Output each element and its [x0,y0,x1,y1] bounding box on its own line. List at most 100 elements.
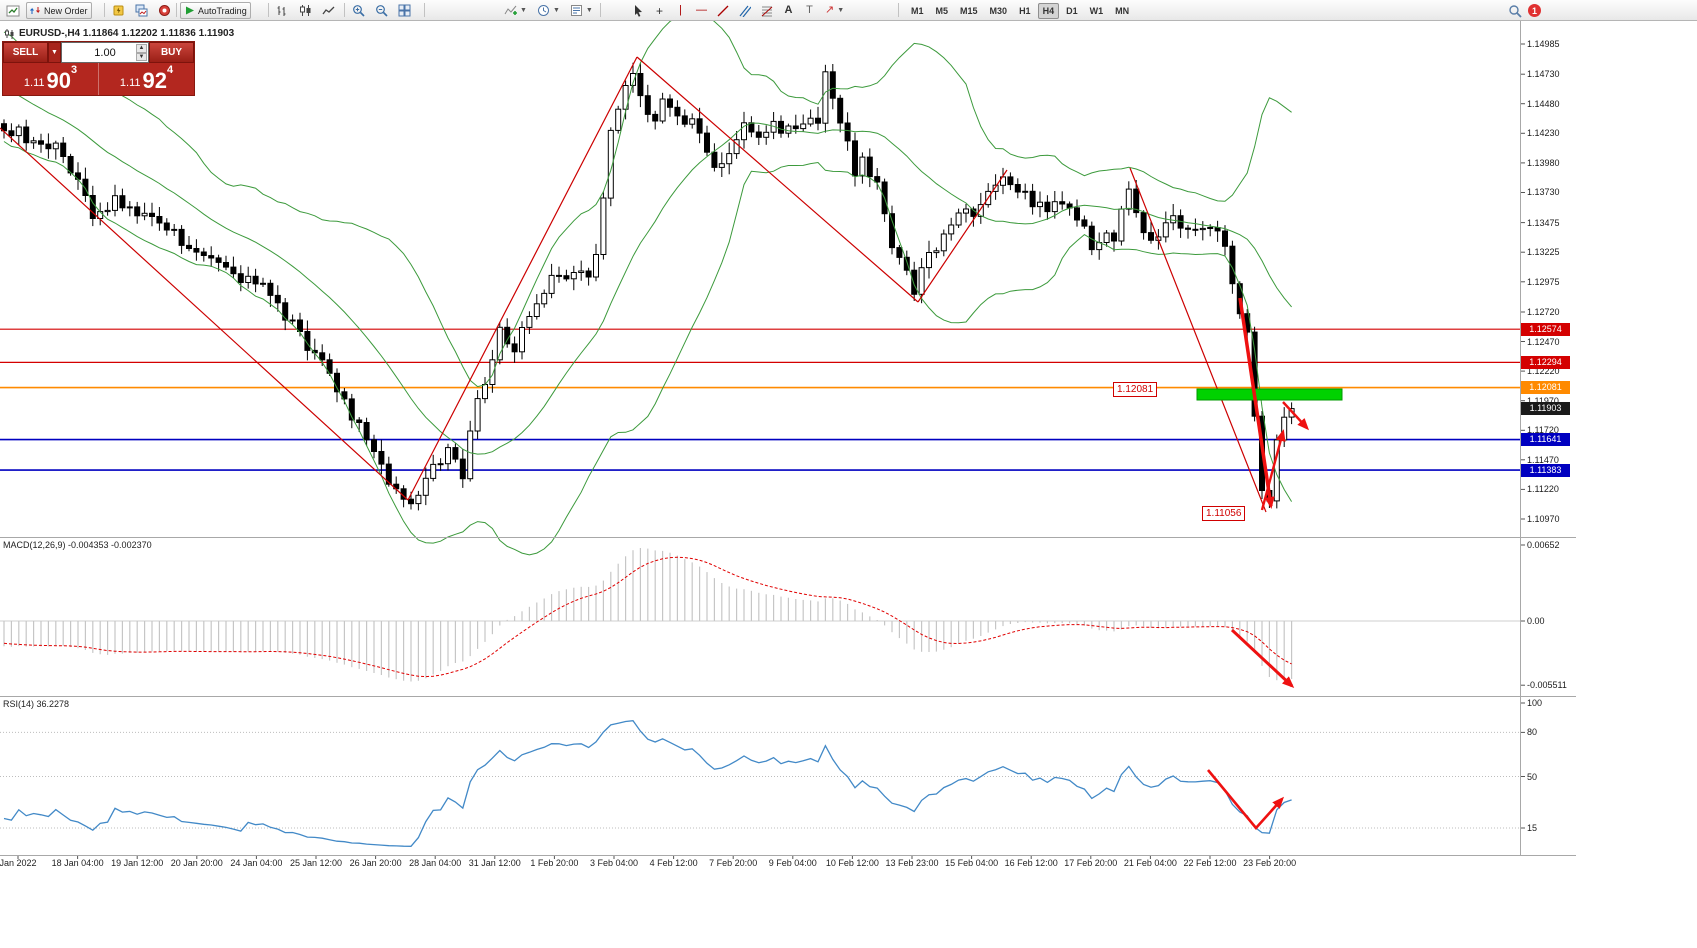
price-axis-label: 1.14480 [1527,98,1560,109]
price-axis-label: 1.14730 [1527,69,1560,80]
buy-button[interactable]: BUY [149,42,194,63]
timeframe-button-h4[interactable]: H4 [1037,2,1060,19]
expert-advisors-icon[interactable] [108,2,129,19]
bar-chart-type-icon[interactable] [272,2,293,19]
vertical-line-tool-icon[interactable]: | [671,2,690,19]
new-chart-icon[interactable] [2,2,24,19]
price-axis-separator[interactable] [1520,21,1521,855]
sell-price-pip: 3 [70,64,78,76]
charts-cascade-icon[interactable] [131,2,152,19]
community-icon[interactable] [154,2,175,19]
price-axis-label: 1.12720 [1527,306,1560,317]
tile-windows-icon[interactable] [394,2,415,19]
timeframe-toolbar: M1 M5 M15 M30 H1 H4 D1 W1 MN [906,1,1134,20]
one-click-trading-panel: SELL ▼ 1.00 ▲ ▼ BUY 1.11 90 3 1.11 92 4 [2,41,195,96]
time-axis-label: 15 Feb 04:00 [945,858,999,868]
text-tool-icon[interactable]: A [779,2,798,19]
time-axis-label: 24 Jan 04:00 [230,858,283,868]
lot-decrease-button[interactable]: ▼ [136,52,147,61]
order-type-caret[interactable]: ▼ [48,42,61,63]
time-axis-label: 3 Feb 04:00 [589,858,639,868]
time-axis-label: 16 Feb 12:00 [1004,858,1058,868]
cursor-tool-icon[interactable] [628,2,648,19]
lot-increase-button[interactable]: ▲ [136,44,147,53]
templates-button[interactable]: ▼ [566,2,597,19]
price-axis-label: 1.12975 [1527,276,1560,287]
horizontal-line-tool-icon[interactable]: — [692,2,711,19]
price-axis-label: 1.11220 [1527,484,1559,495]
sell-price-big: 90 [46,68,71,94]
time-axis-label: 31 Jan 12:00 [468,858,521,868]
time-axis[interactable] [0,855,1697,948]
label-tool-icon[interactable]: T [800,2,819,19]
price-axis-label: 1.11470 [1527,454,1559,465]
candlestick-chart-type-icon[interactable] [295,2,316,19]
channel-tool-icon[interactable] [735,2,755,19]
price-axis-label: 1.11720 [1527,425,1559,436]
new-order-button[interactable]: New Order [26,2,92,19]
lot-size-value: 1.00 [94,46,116,59]
level-price-box: 1.12574 [1521,322,1570,336]
timeframe-button-mn[interactable]: MN [1110,3,1134,19]
time-axis-label: 7 Feb 20:00 [709,858,758,868]
autotrading-label: AutoTrading [198,5,247,16]
macd-header: MACD(12,26,9) -0.004353 -0.002370 [3,540,152,550]
indicators-button[interactable]: ▼ [500,2,531,19]
line-chart-type-icon[interactable] [318,2,339,19]
time-axis-label: 13 Feb 23:00 [885,858,939,868]
timeframe-button-m5[interactable]: M5 [931,3,954,19]
notification-badge[interactable]: 1 [1528,4,1541,17]
symbol-icon [5,29,14,39]
rsi-header: RSI(14) 36.2278 [3,699,70,709]
crosshair-tool-icon[interactable]: + [650,2,669,19]
time-axis-separator[interactable] [0,855,1576,856]
time-axis-label: 17 Feb 20:00 [1064,858,1118,868]
macd-panel-separator[interactable] [0,537,1576,538]
timeframe-button-m30[interactable]: M30 [985,3,1013,19]
price-axis-label: 1.13475 [1527,217,1560,228]
buy-price-big: 92 [142,68,167,94]
new-order-icon [30,7,40,14]
sell-button[interactable]: SELL [3,42,48,63]
timeframe-button-h1[interactable]: H1 [1014,3,1036,19]
time-axis-label: 25 Jan 12:00 [289,858,343,868]
timeframe-button-w1[interactable]: W1 [1085,3,1109,19]
search-icon[interactable] [1504,2,1526,19]
timeframe-button-m1[interactable]: M1 [906,3,929,19]
time-axis-label: 19 Jan 12:00 [111,858,164,868]
price-annotation-box[interactable]: 1.12081 [1113,382,1158,397]
price-axis-label: 1.13225 [1527,247,1560,258]
zoom-out-icon[interactable] [371,2,392,19]
time-axis-label: 28 Jan 04:00 [409,858,462,868]
time-axis-label: Jan 2022 [0,858,37,868]
chart-plot-area[interactable] [0,21,1520,855]
sell-price-display[interactable]: 1.11 90 3 [3,63,98,95]
timeframe-button-m15[interactable]: M15 [955,3,983,19]
lot-size-input[interactable]: 1.00 ▲ ▼ [61,42,149,63]
current-price-box: 1.11903 [1521,402,1570,416]
rsi-scale-label: 50 [1527,771,1538,782]
add-indicator-icon [504,5,517,15]
autotrading-button[interactable]: AutoTrading [180,2,251,19]
arrows-tool-icon[interactable]: ↗ ▼ [821,2,848,19]
fibonacci-tool-icon[interactable] [757,2,777,19]
zoom-in-icon[interactable] [348,2,369,19]
macd-scale-label: 0.00 [1527,616,1545,626]
buy-price-pip: 4 [166,64,174,76]
time-axis-label: 1 Feb 20:00 [530,858,579,868]
lot-spinner: ▲ ▼ [136,44,147,61]
rsi-scale-label: 15 [1527,822,1538,833]
trendline-tool-icon[interactable] [713,2,733,19]
sell-price-prefix: 1.11 [23,77,45,89]
timeframe-button-d1[interactable]: D1 [1061,3,1083,19]
macd-scale-label: -0.005511 [1527,680,1567,691]
buy-price-display[interactable]: 1.11 92 4 [98,63,194,95]
template-icon [570,5,582,16]
rsi-panel-separator[interactable] [0,696,1576,697]
time-axis-label: 21 Feb 04:00 [1123,858,1177,868]
periods-button[interactable]: ▼ [533,2,564,19]
price-axis-label: 1.11970 [1527,395,1559,406]
time-axis-label: 10 Feb 12:00 [825,858,879,868]
price-annotation-box[interactable]: 1.11056 [1202,506,1246,521]
